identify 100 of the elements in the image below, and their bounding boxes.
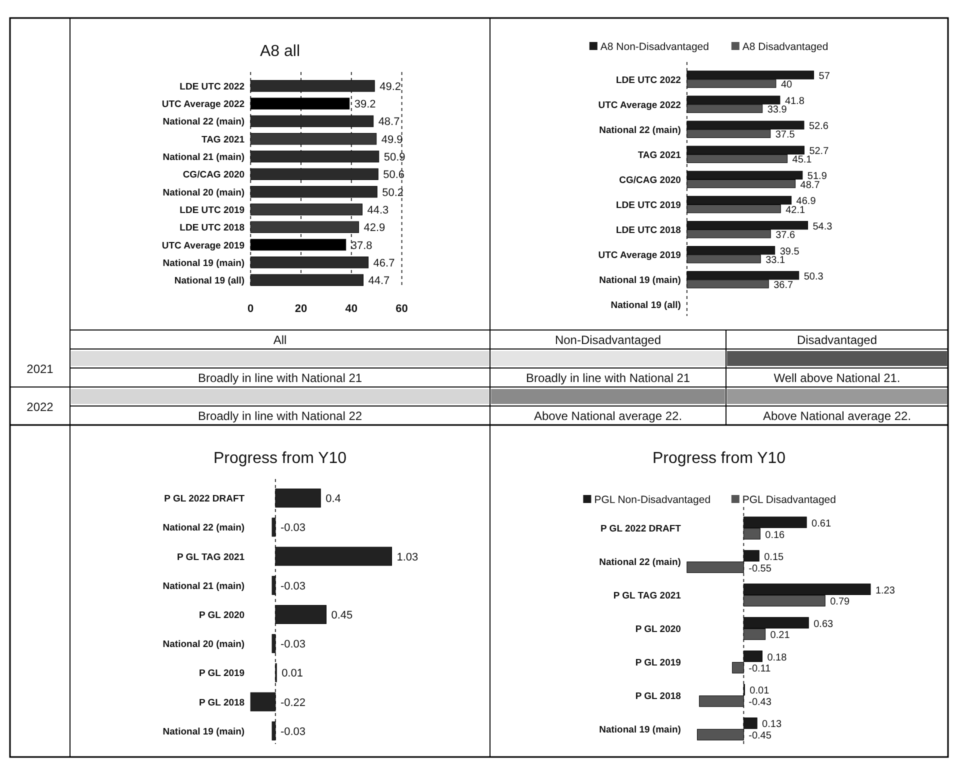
data-label: 37.8 [350,240,372,252]
y-tick-label: P GL 2022 DRAFT [164,494,245,505]
bar [250,692,276,712]
y-tick-label: National 20 (main) [162,187,245,198]
y-tick-label: P GL 2018 [635,690,681,702]
data-label: 42.9 [364,222,386,234]
data-label: 46.9 [796,196,816,208]
text: Disadvantaged [796,333,878,347]
data-label: -0.03 [280,522,306,534]
text: Broadly in line with National 21 [526,371,690,385]
text: All [273,333,287,347]
data-label: 48.7 [378,116,400,128]
text: Non-Disadvantaged [554,333,662,347]
data-label: -0.55 [748,563,772,574]
data-label: 0.61 [812,518,832,530]
y-tick-label: CG/CAG 2020 [182,170,245,181]
y-tick-label: UTC Average 2019 [598,250,681,262]
data-label: 0.01 [282,668,303,680]
data-label: 0.01 [750,686,770,697]
y-tick-label: LDE UTC 2019 [180,204,245,216]
data-label: 0.45 [331,610,353,622]
data-label: 39.2 [354,98,376,111]
bar [275,546,392,566]
y-tick-label: UTC Average 2022 [598,100,681,111]
y-tick-label: P GL 2022 DRAFT [600,524,682,535]
data-label: 49.2 [380,80,402,93]
data-label: -0.03 [280,580,306,592]
bar [272,576,276,595]
text: Above National average 22. [534,409,682,423]
data-label: 44.7 [368,275,390,288]
legend-label: PGL Non-Disadvantaged [594,494,711,506]
legend-label: PGL Disadvantaged [742,494,836,506]
y-tick-label: LDE UTC 2018 [616,225,681,236]
data-label: -0.43 [748,697,772,708]
data-label: 48.7 [800,180,820,191]
chart-title: Progress from Y10 [213,450,347,467]
data-label: 0.79 [830,596,850,608]
text: Above National average 22. [762,409,912,423]
bar [272,721,276,740]
y-tick-label: National 19 (main) [599,724,681,736]
y-tick-label: National 22 (main) [599,124,681,136]
data-label: -0.11 [748,664,772,675]
data-label: 46.7 [373,257,395,270]
text: Broadly in line with National 21 [198,371,362,385]
text: Well above National 21. [774,371,900,385]
data-label: 50.6 [383,169,405,182]
data-label: -0.22 [280,696,306,709]
data-label: 1.03 [396,551,418,564]
bar [272,518,276,537]
data-label: 50.2 [382,186,404,199]
y-tick-label: P GL TAG 2021 [177,552,246,563]
data-label: 45.1 [792,154,812,166]
y-tick-label: LDE UTC 2022 [616,74,681,86]
chart-title: Progress from Y10 [652,450,786,467]
data-label: 39.5 [780,246,800,258]
data-label: 52.6 [808,121,829,132]
data-label: 51.9 [807,171,828,182]
data-label: 0.13 [762,719,782,730]
y-tick-label: P GL 2019 [198,668,245,680]
y-tick-label: National 19 (main) [162,258,245,269]
data-label: -0.45 [748,730,772,742]
legend-label: A8 Disadvantaged [742,41,828,53]
bar [250,98,350,110]
data-label: 0.4 [326,493,341,506]
data-label: 0.16 [765,530,786,541]
legend-label: A8 Non-Disadvantaged [600,41,710,53]
y-tick-label: National 19 (all) [610,300,681,312]
data-label: 0.63 [814,618,834,630]
data-label: 33.9 [767,104,788,116]
data-label: 52.7 [809,146,830,158]
bar [272,634,276,654]
x-tick-label: 40 [345,303,358,315]
x-tick-label: 0 [248,303,254,315]
data-label: 42.1 [786,204,806,216]
bar [275,488,321,508]
y-tick-label: UTC Average 2019 [162,240,245,252]
data-label: 40 [780,80,793,91]
y-tick-label: LDE UTC 2022 [180,81,245,92]
y-tick-label: LDE UTC 2019 [616,200,681,212]
data-label: 36.7 [774,280,794,291]
y-tick-label: CG/CAG 2020 [619,174,681,186]
y-tick-label: National 22 (main) [162,522,245,534]
y-tick-label: P GL 2019 [635,657,681,668]
bar [250,238,346,251]
y-tick-label: P GL 2020 [635,624,681,635]
y-tick-label: TAG 2021 [201,134,246,146]
y-tick-label: P GL 2018 [198,697,245,708]
data-label: 54.3 [812,221,833,232]
data-label: 50.9 [384,152,406,164]
data-label: 1.23 [875,585,896,596]
text: 2021 [26,362,54,376]
y-tick-label: National 21 (main) [162,152,245,164]
x-tick-label: 20 [294,303,308,315]
data-label: 49.9 [381,134,403,146]
data-label: -0.03 [280,638,306,651]
text: 2022 [26,400,54,414]
data-label: 0.18 [767,652,788,664]
data-label: -0.03 [280,726,306,738]
data-label: 0.21 [770,630,790,642]
data-label: 33.1 [766,254,786,266]
